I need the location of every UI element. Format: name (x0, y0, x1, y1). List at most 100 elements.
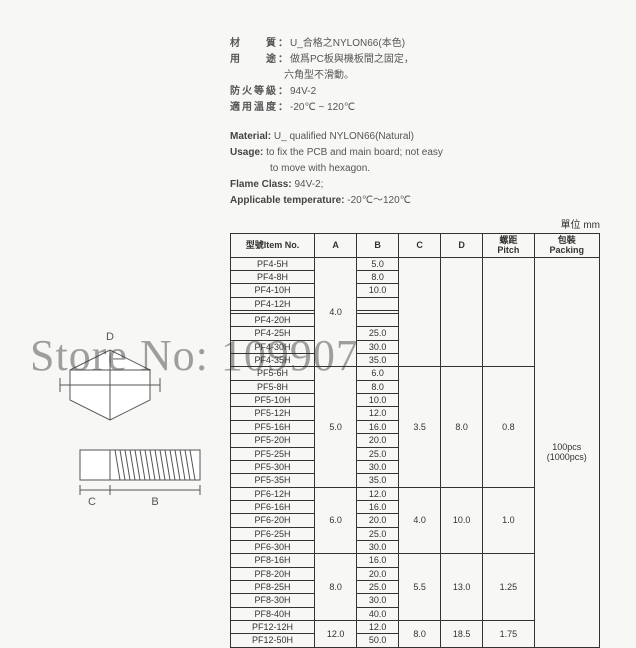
cell-item: PF12-50H (231, 634, 315, 647)
cell-b: 30.0 (357, 340, 399, 353)
cell-b (357, 297, 399, 310)
cell-item: PF6-12H (231, 487, 315, 500)
th-pitch: 螺距Pitch (483, 234, 534, 258)
cell-c: 4.0 (399, 487, 441, 554)
cell-b: 16.0 (357, 500, 399, 513)
unit-label: 單位 mm (230, 216, 600, 231)
cell-b: 6.0 (357, 367, 399, 380)
cell-b: 8.0 (357, 271, 399, 284)
cell-item: PF5-10H (231, 394, 315, 407)
cell-d (441, 257, 483, 367)
cell-a: 6.0 (315, 487, 357, 554)
cn-temp-val: -20℃ ~ 120℃ (290, 102, 355, 113)
cell-pitch: 0.8 (483, 367, 534, 487)
cell-item: PF5-16H (231, 420, 315, 433)
cell-b (357, 314, 399, 327)
cell-item: PF8-20H (231, 567, 315, 580)
cell-d: 10.0 (441, 487, 483, 554)
cell-item: PF4-20H (231, 314, 315, 327)
cell-item: PF6-16H (231, 500, 315, 513)
cell-packing: 100pcs(1000pcs) (534, 257, 599, 647)
cell-b: 35.0 (357, 354, 399, 367)
diagram-c-label: C (88, 496, 96, 508)
cell-b: 10.0 (357, 284, 399, 297)
cell-pitch (483, 257, 534, 367)
cell-c: 5.5 (399, 554, 441, 621)
cell-a: 4.0 (315, 257, 357, 367)
en-usage-val2: to move with hexagon. (270, 163, 370, 174)
cell-b: 30.0 (357, 594, 399, 607)
cell-item: PF6-30H (231, 540, 315, 553)
cell-b: 25.0 (357, 447, 399, 460)
cell-item: PF4-8H (231, 271, 315, 284)
cell-d: 8.0 (441, 367, 483, 487)
cell-b: 5.0 (357, 257, 399, 270)
cell-c: 8.0 (399, 620, 441, 647)
cell-b: 20.0 (357, 567, 399, 580)
cell-item: PF6-25H (231, 527, 315, 540)
th-d: D (441, 234, 483, 258)
cell-item: PF8-30H (231, 594, 315, 607)
bolt-diagram: D C B (20, 330, 220, 550)
en-material-val: U_ qualified NYLON66(Natural) (271, 131, 414, 142)
spec-block: 材 質：U_合格之NYLON66(本色) 用 途：做爲PC板與機板間之固定， 六… (230, 36, 630, 648)
en-usage-val1: to fix the PCB and main board; not easy (263, 147, 443, 158)
th-b: B (357, 234, 399, 258)
cn-specs: 材 質：U_合格之NYLON66(本色) 用 途：做爲PC板與機板間之固定， 六… (230, 36, 630, 115)
en-flame-label: Flame Class: (230, 179, 292, 190)
cell-item: PF5-35H (231, 474, 315, 487)
cell-a: 12.0 (315, 620, 357, 647)
cell-d: 18.5 (441, 620, 483, 647)
en-flame-val: 94V-2; (292, 179, 324, 190)
cell-item: PF5-30H (231, 460, 315, 473)
cell-item: PF8-40H (231, 607, 315, 620)
cell-b: 50.0 (357, 634, 399, 647)
en-material-label: Material: (230, 131, 271, 142)
table-row: PF4-5H4.05.0100pcs(1000pcs) (231, 257, 600, 270)
th-c: C (399, 234, 441, 258)
cell-pitch: 1.25 (483, 554, 534, 621)
cell-b: 40.0 (357, 607, 399, 620)
en-specs: Material: U_ qualified NYLON66(Natural) … (230, 129, 630, 208)
cn-flame-label: 防火等級： (230, 86, 290, 97)
cell-b: 12.0 (357, 407, 399, 420)
cell-b: 20.0 (357, 514, 399, 527)
cell-b: 35.0 (357, 474, 399, 487)
th-packing: 包裝Packing (534, 234, 599, 258)
cn-usage-val2: 六角型不滑動。 (284, 70, 354, 81)
cell-item: PF12-12H (231, 620, 315, 633)
cell-b: 16.0 (357, 554, 399, 567)
cell-item: PF5-6H (231, 367, 315, 380)
cn-material-label: 材 質： (230, 38, 290, 49)
th-a: A (315, 234, 357, 258)
cn-flame-val: 94V-2 (290, 86, 316, 97)
cell-item: PF6-20H (231, 514, 315, 527)
cell-item: PF5-8H (231, 380, 315, 393)
cell-b: 12.0 (357, 620, 399, 633)
th-item: 型號Item No. (231, 234, 315, 258)
table-header-row: 型號Item No. A B C D 螺距Pitch 包裝Packing (231, 234, 600, 258)
cell-item: PF8-16H (231, 554, 315, 567)
cell-pitch: 1.0 (483, 487, 534, 554)
cell-item: PF5-25H (231, 447, 315, 460)
diagram-d-label: D (106, 331, 114, 343)
cell-b: 30.0 (357, 460, 399, 473)
cell-b: 25.0 (357, 580, 399, 593)
en-temp-val: -20℃～120℃ (344, 195, 410, 206)
cell-b: 25.0 (357, 327, 399, 340)
cell-b: 16.0 (357, 420, 399, 433)
cell-item: PF5-12H (231, 407, 315, 420)
cn-usage-label: 用 途： (230, 54, 290, 65)
cell-pitch: 1.75 (483, 620, 534, 647)
cell-item: PF4-30H (231, 340, 315, 353)
cell-item: PF8-25H (231, 580, 315, 593)
cn-usage-val1: 做爲PC板與機板間之固定， (290, 54, 414, 65)
cell-b: 25.0 (357, 527, 399, 540)
cell-b: 10.0 (357, 394, 399, 407)
cell-a: 5.0 (315, 367, 357, 487)
diagram-b-label: B (151, 496, 158, 508)
cell-item: PF4-12H (231, 297, 315, 310)
cell-item: PF4-10H (231, 284, 315, 297)
cell-d: 13.0 (441, 554, 483, 621)
cell-item: PF4-5H (231, 257, 315, 270)
